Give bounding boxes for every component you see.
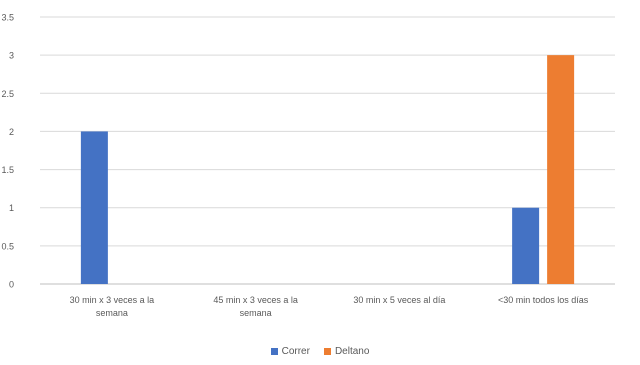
y-tick-label-0: 0 [9,280,14,290]
legend-swatch-series-1 [323,348,331,355]
y-tick-label-7: 3.5 [1,13,14,23]
x-tick-label-0-0: 30 min x 3 veces a la [70,295,155,305]
y-tick-label-5: 2.5 [1,89,14,99]
legend-item-series-1: Deltano [323,346,370,357]
x-tick-label-1-0: 45 min x 3 veces a la [213,295,298,305]
x-tick-label-0-1: semana [96,308,128,318]
legend: Correr Deltano [0,346,640,357]
y-tick-label-2: 1 [9,203,14,213]
chart-svg: 0 0.5 1 1.5 2 2.5 3 3.5 30 min x 3 veces a la sem… [1,13,615,318]
y-tick-label-6: 3 [9,51,14,61]
bar-correr-3 [512,207,540,284]
legend-label-series-0: Correr [281,346,310,357]
legend-item-series-0: Correr [270,346,310,357]
y-tick-label-3: 1.5 [1,165,14,175]
x-tick-label-1-1: semana [240,308,272,318]
bar-correr-0 [80,131,108,284]
legend-label-series-1: Deltano [334,346,370,357]
y-tick-label-4: 2 [9,127,14,137]
x-tick-label-3-0: <30 min todos los días [498,295,589,305]
bar-deltano-3 [547,55,575,285]
x-tick-label-2-0: 30 min x 5 veces al día [353,295,445,305]
y-tick-label-1: 0.5 [1,241,14,251]
legend-swatch-series-0 [270,348,278,355]
